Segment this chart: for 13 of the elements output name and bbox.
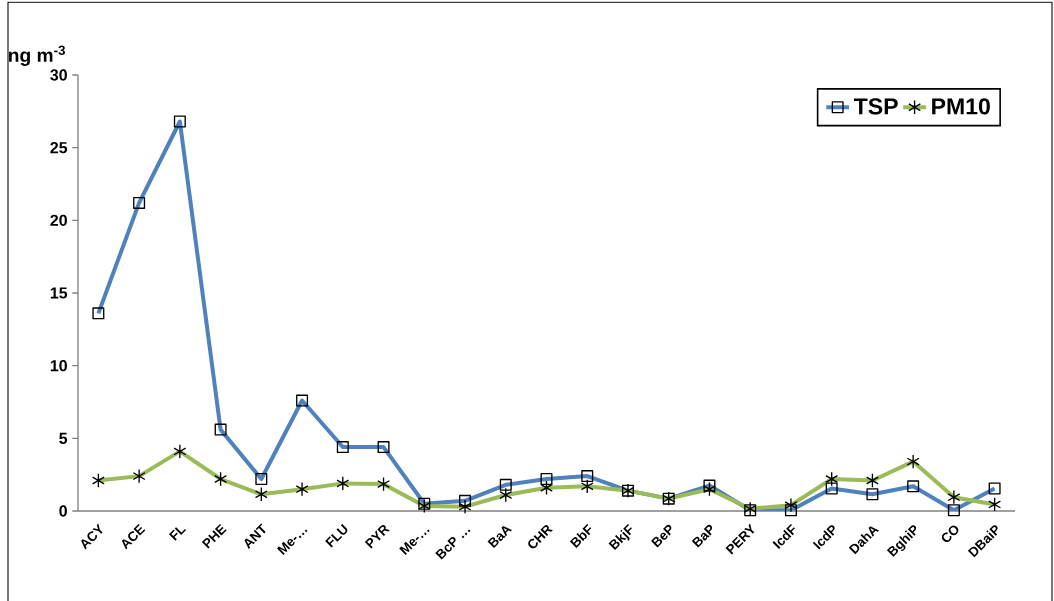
legend-label: TSP — [853, 98, 898, 115]
y-tick-label: 25 — [50, 142, 68, 154]
y-tick-label: 0 — [59, 505, 67, 517]
x-tick-label: FL — [168, 527, 187, 541]
y-tick-label: 5 — [59, 432, 68, 444]
x-tick-label: CO — [941, 525, 959, 543]
y-tick-label: 20 — [50, 214, 67, 226]
y-tick-label: 15 — [50, 287, 68, 299]
y-axis-title: ng m$^{-3}$ — [9, 45, 65, 66]
y-tick-label: 30 — [50, 69, 67, 81]
x-tick-label: BaA — [487, 525, 512, 549]
y-tick-label: 10 — [50, 360, 67, 372]
legend-label: PM10 — [932, 98, 990, 115]
